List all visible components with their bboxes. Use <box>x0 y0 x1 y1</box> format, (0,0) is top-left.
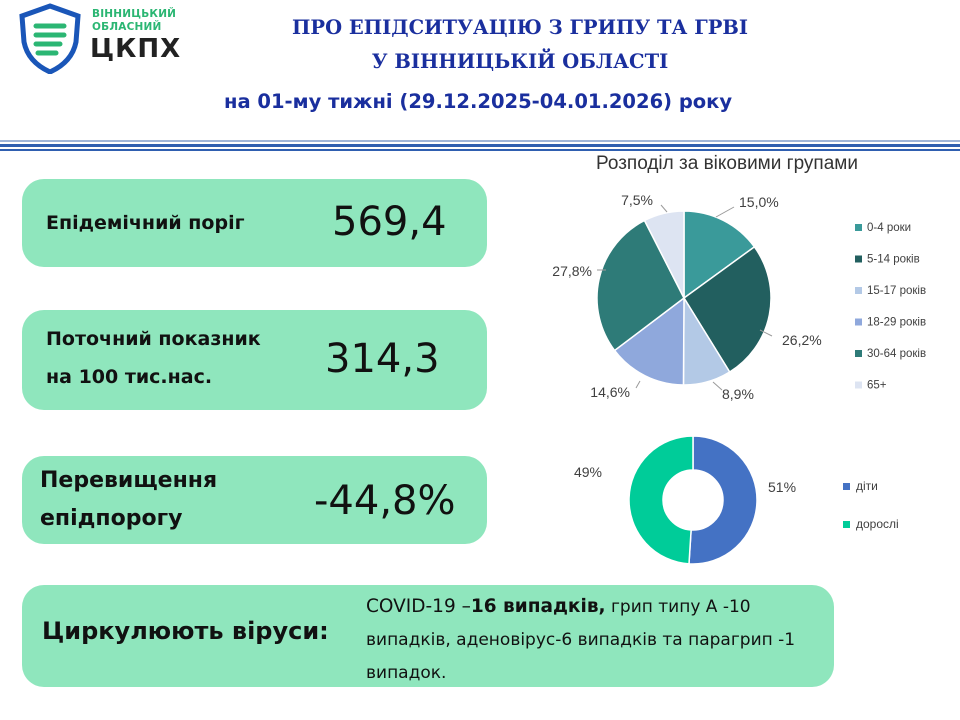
age-pie-data-label: 8,9% <box>722 386 754 402</box>
viruses-text-part2: грип типу А -10 випадків, аденовірус-6 в… <box>366 597 796 683</box>
age-legend-marker <box>855 381 862 389</box>
age-pie-leader-line <box>759 329 773 337</box>
age-legend-label: 65+ <box>867 380 887 392</box>
age-chart-title: Розподіл за віковими групами <box>596 153 858 174</box>
age-pie-slice <box>683 210 756 300</box>
page-title-line2: У ВІННИЦЬКІЙ ОБЛАСТІ <box>371 50 669 73</box>
age-pie-slice <box>643 210 685 299</box>
age-legend-label: 0-4 роки <box>867 222 911 234</box>
age-legend-label: 30-64 років <box>867 348 926 360</box>
age-pie-slice <box>682 245 772 374</box>
age-pie-data-label: 26,2% <box>782 332 822 348</box>
logo: ВІННИЦЬКИЙ ОБЛАСНИЙ ЦКПХ <box>18 2 188 74</box>
age-pie-data-label: 14,6% <box>590 384 630 400</box>
viruses-text-bold: 16 випадків, <box>470 596 606 617</box>
age-pie-slice <box>682 295 731 386</box>
excess-label-line2: епідпорогу <box>40 506 183 531</box>
shield-icon <box>19 3 81 74</box>
age-legend-marker <box>855 255 862 263</box>
age-legend-marker <box>855 287 862 294</box>
viruses-card: Циркулюють віруси: <box>22 585 834 687</box>
threshold-value: 569,4 <box>332 199 447 245</box>
viruses-description: COVID-19 –16 випадків, грип типу А -10 в… <box>366 590 836 690</box>
page-title-line1: ПРО ЕПІДСИТУАЦІЮ З ГРИПУ ТА ГРВІ <box>292 16 748 39</box>
age-legend-marker <box>855 224 862 231</box>
donut-slice <box>688 435 758 565</box>
donut-legend-label: діти <box>856 479 878 493</box>
logo-line1: ВІННИЦЬКИЙ <box>92 8 177 20</box>
excess-value: -44,8% <box>314 478 456 524</box>
age-pie-slice <box>596 219 685 352</box>
donut-slice <box>628 435 694 565</box>
donut-legend-marker <box>843 483 850 490</box>
age-pie-slice <box>613 296 685 386</box>
logo-line2: ОБЛАСНИЙ <box>92 21 162 33</box>
excess-label-line1: Перевищення <box>40 468 218 493</box>
current-label-line1: Поточний показник <box>46 328 261 350</box>
threshold-label: Епідемічний поріг <box>46 212 245 234</box>
age-legend-label: 18-29 років <box>867 317 926 329</box>
viruses-label: Циркулюють віруси: <box>42 617 329 645</box>
page-title-week: на 01-му тижні (29.12.2025-04.01.2026) р… <box>224 90 733 113</box>
donut-data-label: 49% <box>574 464 602 480</box>
threshold-card: Епідемічний поріг 569,4 <box>22 179 487 267</box>
age-pie-leader-line <box>660 204 668 213</box>
age-legend-label: 15-17 років <box>867 285 926 297</box>
donut-legend-label: дорослі <box>856 517 899 531</box>
donut-data-label: 51% <box>768 479 796 495</box>
current-card: Поточний показник на 100 тис.нас. 314,3 <box>22 310 487 410</box>
donut-legend-marker <box>843 521 850 528</box>
age-pie-leader-line <box>715 206 735 218</box>
age-legend-marker <box>855 350 862 357</box>
age-pie-data-label: 27,8% <box>552 263 592 279</box>
age-legend-marker <box>855 318 862 326</box>
viruses-text-part1: COVID-19 – <box>366 596 471 617</box>
logo-main: ЦКПХ <box>90 34 182 64</box>
age-pie-data-label: 15,0% <box>739 194 779 210</box>
current-value: 314,3 <box>325 336 440 382</box>
current-label-line2: на 100 тис.нас. <box>46 366 213 388</box>
age-pie-leader-line <box>712 381 723 391</box>
age-pie-data-label: 7,5% <box>621 192 653 208</box>
age-legend-label: 5-14 років <box>867 254 920 266</box>
excess-card: Перевищення епідпорогу -44,8% <box>22 456 487 544</box>
age-pie-leader-line <box>635 380 641 389</box>
